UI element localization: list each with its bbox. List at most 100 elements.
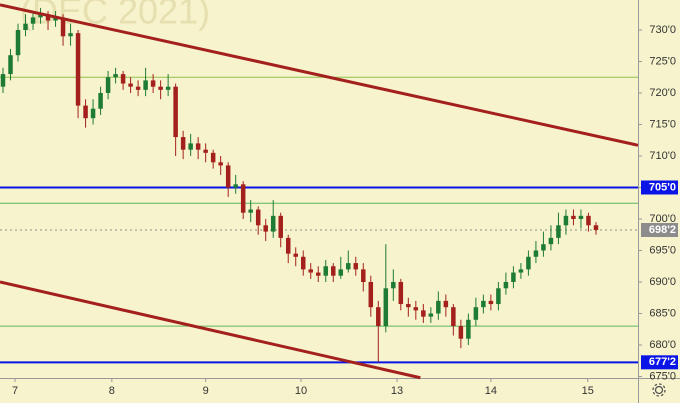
candle-body — [428, 313, 434, 317]
candle-body — [518, 269, 524, 273]
candle-body — [548, 237, 554, 245]
x-tick-label: 14 — [485, 385, 497, 397]
candle-body — [413, 307, 419, 311]
candle-body — [503, 281, 509, 289]
candle-body — [578, 215, 584, 219]
x-tick-label: 15 — [582, 385, 594, 397]
candle-body — [315, 272, 321, 276]
candle-body — [511, 272, 516, 282]
candle-body — [338, 269, 344, 276]
candle-body — [563, 215, 569, 226]
candle-body — [571, 215, 576, 219]
x-tick-label: 10 — [295, 385, 307, 397]
candle-body — [593, 225, 599, 231]
candle-body — [443, 300, 449, 308]
candle-body — [150, 80, 156, 87]
candle-body — [346, 263, 351, 270]
price-label-box — [641, 180, 678, 195]
candle-body — [556, 225, 561, 238]
candle-body — [45, 14, 51, 21]
x-tick-label: 8 — [109, 385, 115, 397]
price-label-box — [641, 355, 678, 370]
y-tick-label: 685'0 — [649, 307, 676, 319]
price-label: 698'2 — [649, 224, 676, 236]
candle-body — [8, 55, 13, 75]
candle-body — [353, 263, 359, 270]
y-tick-label: 725'0 — [649, 55, 676, 67]
candle-body — [586, 215, 591, 226]
settings-icon[interactable] — [652, 383, 666, 397]
x-tick-label: 13 — [391, 385, 403, 397]
x-tick-label: 9 — [203, 385, 209, 397]
candle-body — [270, 215, 276, 232]
candle-body — [331, 266, 336, 276]
candle-body — [240, 184, 246, 213]
candle-body — [83, 105, 88, 119]
candle-body — [23, 23, 28, 30]
candle-body — [300, 256, 306, 270]
candle-body — [38, 14, 43, 18]
candle-body — [308, 269, 313, 273]
candle-body — [293, 253, 298, 257]
candle-body — [158, 86, 163, 90]
candle-body — [128, 83, 133, 87]
candle-body — [143, 80, 148, 90]
candle-body — [60, 17, 66, 37]
candle-body — [473, 307, 479, 320]
candle-body — [383, 288, 389, 327]
candle-body — [436, 300, 441, 314]
candle-body — [165, 86, 171, 90]
candle-body — [541, 244, 546, 251]
candle-body — [361, 269, 366, 282]
candle-body — [135, 86, 141, 90]
price-label-box — [641, 223, 678, 238]
candle-body — [376, 307, 381, 327]
candle-body — [210, 152, 216, 163]
candle-body — [0, 74, 6, 87]
candle-body — [195, 143, 201, 150]
candle-body — [75, 33, 81, 106]
candle-body — [285, 237, 291, 254]
candle-body — [481, 300, 486, 308]
candle-body — [406, 304, 411, 308]
price-label: 705'0 — [649, 181, 676, 193]
candle-body — [113, 74, 118, 78]
y-tick-label: 710'0 — [649, 150, 676, 162]
candle-body — [533, 250, 539, 257]
candle-body — [68, 33, 73, 37]
candle-body — [173, 86, 178, 138]
candle-body — [255, 209, 261, 226]
candle-body — [15, 29, 21, 56]
y-tick-label: 700'0 — [649, 213, 676, 225]
trend-line — [0, 280, 421, 380]
candle-body — [30, 17, 36, 24]
candle-body — [278, 215, 283, 238]
y-tick-label: 720'0 — [649, 87, 676, 99]
candle-body — [188, 143, 193, 150]
candle-body — [488, 300, 494, 305]
candle-body — [398, 281, 404, 305]
candle-body — [526, 256, 531, 270]
candle-body — [225, 165, 231, 188]
candle-body — [451, 307, 456, 327]
candle-body — [458, 326, 464, 339]
candle-body — [90, 108, 96, 119]
y-tick-label: 695'0 — [649, 244, 676, 256]
y-tick-label: 675'0 — [649, 370, 676, 382]
candle-body — [421, 310, 426, 317]
candle-body — [496, 288, 501, 305]
candle-body — [53, 17, 58, 21]
candle-body — [263, 225, 268, 232]
x-tick-label: 7 — [12, 385, 18, 397]
candle-body — [391, 281, 396, 289]
trend-line — [0, 3, 639, 147]
y-tick-label: 715'0 — [649, 118, 676, 130]
y-tick-label: 690'0 — [649, 276, 676, 288]
candle-body — [233, 184, 238, 188]
candle-body — [120, 74, 126, 84]
candle-body — [105, 77, 111, 93]
candle-body — [98, 92, 103, 109]
